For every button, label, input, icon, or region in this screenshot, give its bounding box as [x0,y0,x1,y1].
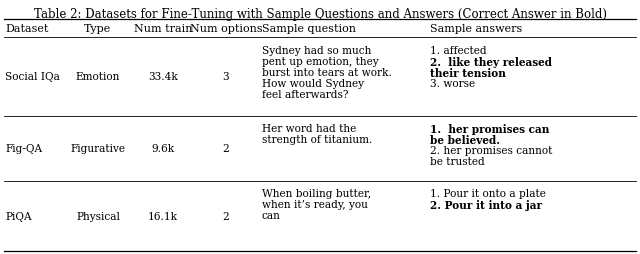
Text: Dataset: Dataset [5,24,49,34]
Text: PiQA: PiQA [5,211,31,221]
Text: be believed.: be believed. [430,134,500,146]
Text: 3. worse: 3. worse [430,79,475,89]
Text: 9.6k: 9.6k [152,144,175,153]
Text: Her word had the: Her word had the [262,123,356,133]
Text: When boiling butter,: When boiling butter, [262,188,371,198]
Text: feel afterwards?: feel afterwards? [262,90,349,100]
Text: pent up emotion, they: pent up emotion, they [262,57,379,67]
Text: Fig-QA: Fig-QA [5,144,42,153]
Text: Social IQa: Social IQa [5,72,60,82]
Text: Sample question: Sample question [262,24,356,34]
Text: be trusted: be trusted [430,156,484,166]
Text: 2: 2 [223,144,229,153]
Text: Sample answers: Sample answers [430,24,522,34]
Text: 3: 3 [223,72,229,82]
Text: 2. her promises cannot: 2. her promises cannot [430,146,552,155]
Text: 1. affected: 1. affected [430,46,486,56]
Text: Table 2: Datasets for Fine-Tuning with Sample Questions and Answers (Correct Ans: Table 2: Datasets for Fine-Tuning with S… [33,8,607,21]
Text: Emotion: Emotion [76,72,120,82]
Text: their tension: their tension [430,68,506,79]
Text: 1.  her promises can: 1. her promises can [430,123,549,134]
Text: burst into tears at work.: burst into tears at work. [262,68,392,78]
Text: Num train: Num train [134,24,192,34]
Text: 2. Pour it into a jar: 2. Pour it into a jar [430,199,542,210]
Text: when it’s ready, you: when it’s ready, you [262,199,368,209]
Text: Type: Type [84,24,111,34]
Text: Figurative: Figurative [70,144,125,153]
Text: strength of titanium.: strength of titanium. [262,134,372,145]
Text: 2: 2 [223,211,229,221]
Text: 16.1k: 16.1k [148,211,178,221]
Text: can: can [262,210,281,220]
Text: Sydney had so much: Sydney had so much [262,46,371,56]
Text: Physical: Physical [76,211,120,221]
Text: 33.4k: 33.4k [148,72,178,82]
Text: Num options: Num options [189,24,262,34]
Text: How would Sydney: How would Sydney [262,79,364,89]
Text: 2.  like they released: 2. like they released [430,57,552,68]
Text: 1. Pour it onto a plate: 1. Pour it onto a plate [430,188,546,198]
